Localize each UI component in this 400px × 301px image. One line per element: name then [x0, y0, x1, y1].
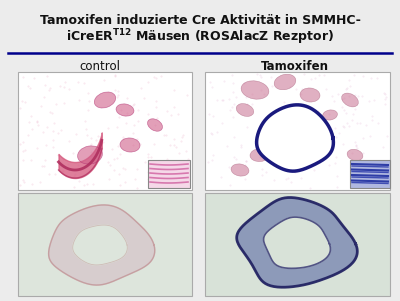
Ellipse shape	[94, 92, 116, 108]
Bar	[205, 193, 390, 296]
Polygon shape	[257, 105, 333, 171]
Text: iCreER$^{\mathregular{T12}}$ Mäusen (ROSAlacZ Rezptor): iCreER$^{\mathregular{T12}}$ Mäusen (ROS…	[66, 27, 334, 47]
Ellipse shape	[120, 138, 140, 152]
Ellipse shape	[322, 110, 338, 120]
Ellipse shape	[148, 119, 162, 131]
Bar	[18, 72, 192, 190]
Ellipse shape	[342, 93, 358, 107]
Bar	[350, 160, 390, 188]
Polygon shape	[237, 197, 357, 287]
Bar	[18, 193, 192, 296]
Ellipse shape	[347, 149, 363, 161]
Polygon shape	[49, 205, 155, 285]
Text: Tamoxifen induzierte Cre Aktivität in SMMHC-: Tamoxifen induzierte Cre Aktivität in SM…	[40, 14, 360, 27]
Ellipse shape	[236, 104, 254, 116]
Ellipse shape	[241, 81, 269, 99]
Bar	[148, 160, 190, 188]
Ellipse shape	[274, 74, 296, 90]
Ellipse shape	[300, 88, 320, 102]
Text: control: control	[80, 60, 120, 73]
Ellipse shape	[231, 164, 249, 176]
Text: Tamoxifen: Tamoxifen	[261, 60, 329, 73]
Bar	[205, 72, 390, 190]
Polygon shape	[264, 217, 330, 268]
Polygon shape	[73, 225, 127, 265]
Ellipse shape	[250, 148, 270, 162]
Ellipse shape	[116, 104, 134, 116]
Ellipse shape	[78, 146, 102, 164]
